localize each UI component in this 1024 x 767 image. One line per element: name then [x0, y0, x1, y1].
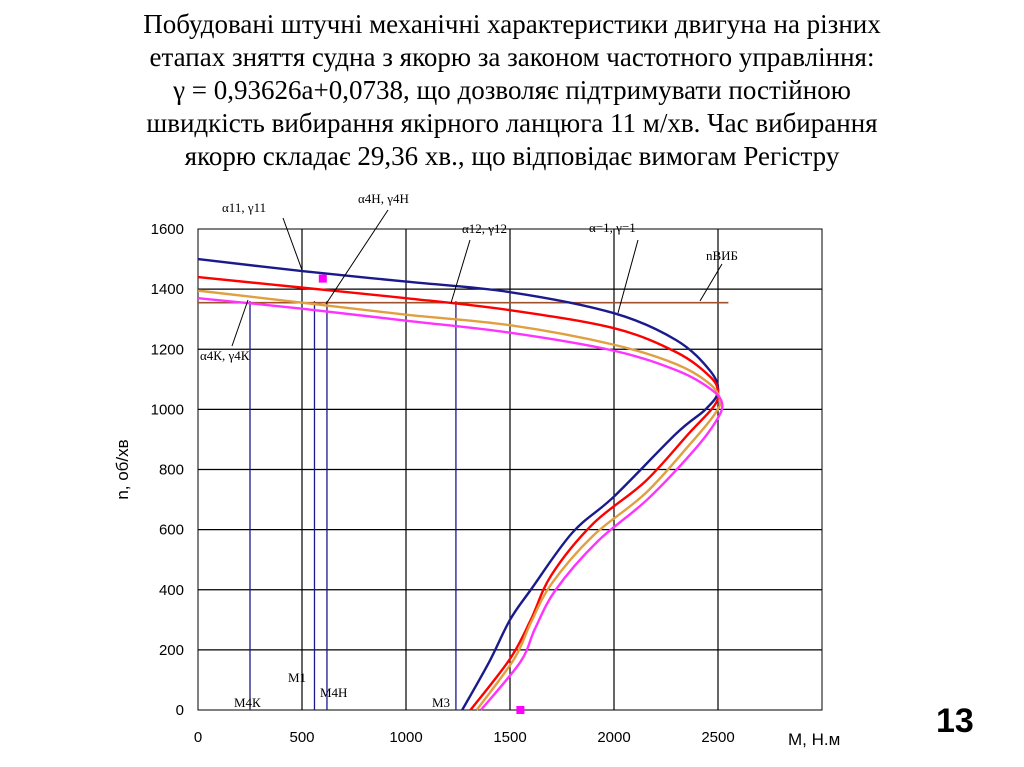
axis-ticks: 0 500 1000 1500 2000 2500 0 200 400 600 800 1000 120…: [151, 221, 735, 746]
annotation-leader: [325, 209, 389, 305]
reference-speed-line: nВИБ: [198, 248, 738, 304]
x-tick-label: 2000: [597, 729, 630, 746]
annotation-leader: [282, 217, 303, 271]
annotation-leader: [231, 299, 249, 347]
y-axis-label: n, об/хв: [113, 439, 132, 499]
x-axis-label: M, Н.м: [788, 730, 840, 749]
torque-line-label: M3: [432, 695, 450, 710]
heading-line: Побудовані штучні механічні характеристи…: [143, 9, 881, 39]
characteristic-curve: [197, 289, 722, 711]
y-tick-label: 800: [159, 462, 184, 479]
y-tick-label: 600: [159, 522, 184, 539]
slide-heading: Побудовані штучні механічні характеристи…: [30, 8, 994, 173]
chart-series: [197, 257, 724, 711]
torque-line-label: M4Н: [320, 685, 347, 700]
reference-line-leader: [699, 263, 723, 302]
chart-markers: [318, 274, 525, 714]
slide-number: 13: [936, 702, 974, 740]
annotation-leader: [450, 239, 471, 304]
y-tick-label: 400: [159, 582, 184, 599]
chart-annotations: α11, γ11 α4Н, γ4Н α12, γ12 α=1, γ=1 α4К, γ4К: [200, 191, 639, 363]
curve-annotation: α4К, γ4К: [200, 348, 250, 363]
x-tick-label: 1000: [389, 729, 422, 746]
annotation-leader: [617, 239, 639, 314]
reference-line-label: nВИБ: [706, 248, 738, 263]
y-tick-label: 1600: [151, 221, 184, 238]
curve-annotation: α11, γ11: [222, 200, 266, 215]
heading-line: γ = 0,93626а+0,0738, що дозволяє підтрим…: [173, 75, 851, 105]
y-tick-label: 200: [159, 642, 184, 659]
curve-annotation: α=1, γ=1: [589, 220, 636, 235]
x-tick-label: 2500: [701, 729, 734, 746]
marker-square: [318, 274, 327, 283]
heading-line: етапах зняття судна з якорю за законом ч…: [149, 42, 875, 72]
x-tick-label: 1500: [493, 729, 526, 746]
torque-line-label: M4К: [234, 695, 261, 710]
characteristic-curve: [197, 296, 724, 711]
torque-line-label: M1: [288, 670, 306, 685]
characteristic-curve: [197, 275, 720, 711]
heading-line: якорю складає 29,36 хв., що відповідає в…: [184, 141, 840, 171]
marker-square: [516, 706, 525, 714]
y-tick-label: 0: [176, 702, 184, 719]
curve-annotation: α4Н, γ4Н: [358, 191, 409, 206]
y-tick-label: 1000: [151, 401, 184, 418]
curve-annotation: α12, γ12: [462, 221, 507, 236]
heading-line: швидкість вибирання якірного ланцюга 11 …: [146, 108, 878, 138]
x-tick-label: 500: [289, 729, 314, 746]
torque-lines: M4К M1 M4Н M3: [234, 301, 457, 710]
x-tick-label: 0: [194, 729, 202, 746]
y-tick-label: 1400: [151, 281, 184, 298]
y-tick-label: 1200: [151, 341, 184, 358]
